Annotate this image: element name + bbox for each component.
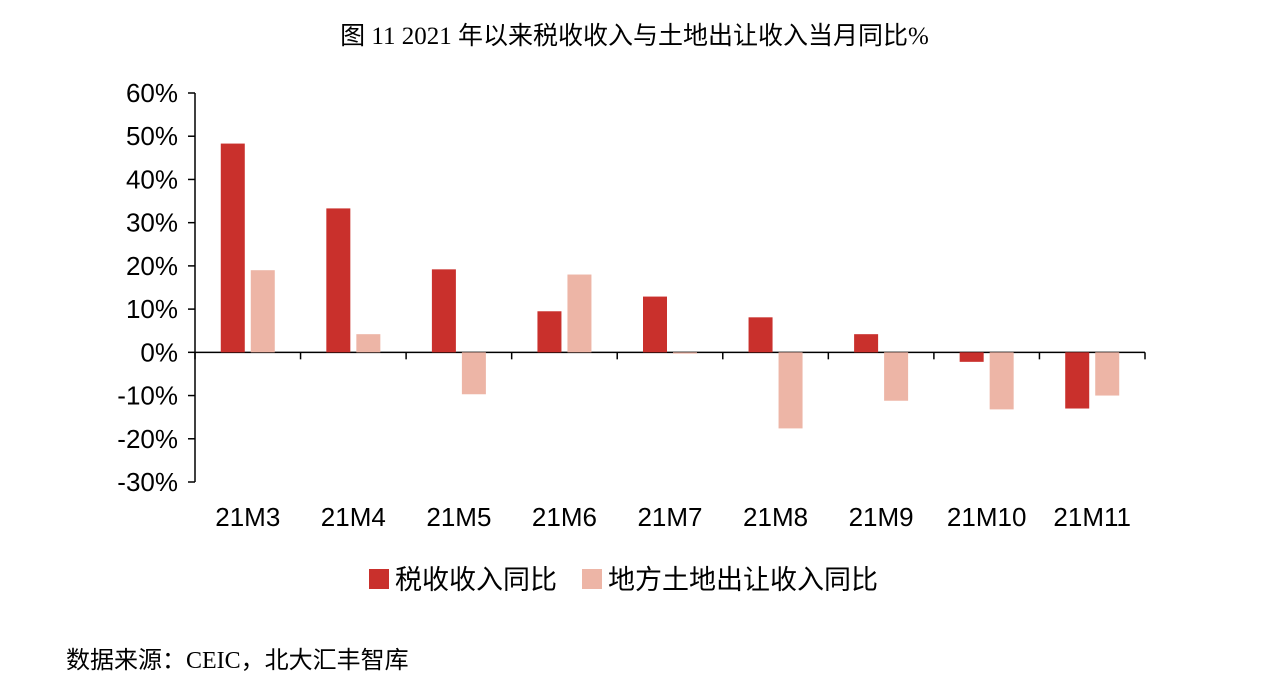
bar-tax-revenue [431, 269, 456, 353]
legend-label: 地方土地出让收入同比 [608, 565, 878, 596]
legend-swatch [582, 569, 602, 589]
y-tick-label: 40% [126, 164, 178, 194]
x-tick-label: 21M6 [532, 502, 597, 532]
y-tick-label: 30% [126, 208, 178, 238]
bar-land-revenue [567, 274, 592, 353]
bar-tax-revenue [220, 143, 245, 353]
y-tick-label: 20% [126, 251, 178, 281]
bar-tax-revenue [643, 296, 667, 353]
y-tick-label: -10% [117, 381, 178, 411]
bar-tax-revenue [326, 208, 351, 353]
bar-land-revenue [250, 270, 275, 353]
y-tick-label: -20% [117, 424, 178, 454]
x-tick-label: 21M3 [215, 502, 280, 532]
bar-tax-revenue [537, 311, 562, 353]
x-tick-label: 21M9 [849, 502, 914, 532]
bar-land-revenue [989, 352, 1014, 410]
bar-land-revenue [673, 352, 697, 354]
bar-tax-revenue [748, 317, 773, 353]
bar-land-revenue [356, 334, 381, 353]
bar-tax-revenue [1065, 352, 1090, 409]
x-tick-label: 21M7 [637, 502, 702, 532]
chart-title: 图 11 2021 年以来税收收入与土地出让收入当月同比% [340, 23, 929, 50]
y-tick-label: -30% [117, 467, 178, 497]
bar-land-revenue [1095, 352, 1120, 396]
bar-land-revenue [461, 352, 486, 395]
x-tick-label: 21M11 [1053, 502, 1131, 532]
x-tick-label: 21M8 [743, 502, 808, 532]
y-tick-label: 50% [126, 121, 178, 151]
bar-land-revenue [884, 352, 909, 401]
y-tick-label: 60% [126, 78, 178, 108]
legend-swatch [369, 569, 389, 589]
bar-tax-revenue [854, 334, 879, 353]
bar-land-revenue [778, 352, 803, 429]
x-tick-label: 21M10 [947, 502, 1027, 532]
x-tick-label: 21M4 [321, 502, 386, 532]
x-tick-label: 21M5 [426, 502, 491, 532]
bar-tax-revenue [959, 352, 984, 362]
y-tick-label: 10% [126, 294, 178, 324]
source-note: 数据来源：CEIC，北大汇丰智库 [66, 648, 409, 674]
y-tick-label: 0% [140, 337, 178, 367]
legend-label: 税收收入同比 [395, 565, 557, 596]
